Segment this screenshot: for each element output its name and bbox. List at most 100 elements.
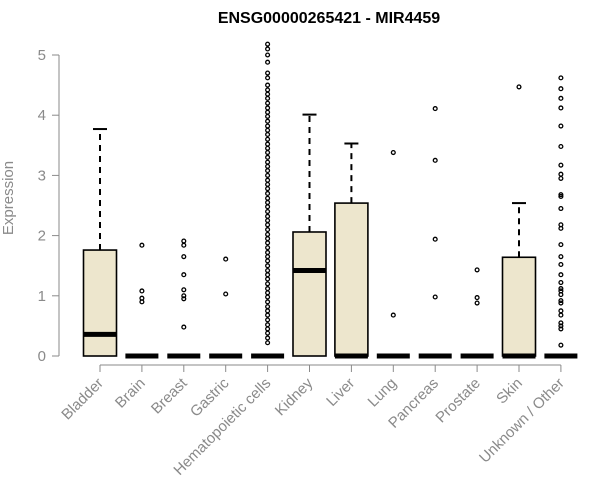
- outlier-point: [181, 272, 187, 278]
- outlier-point: [558, 300, 564, 306]
- box-group: [167, 238, 201, 359]
- outlier-point: [265, 267, 271, 274]
- outlier-point: [265, 127, 271, 133]
- outlier-point: [265, 245, 271, 251]
- outlier-point: [558, 292, 564, 298]
- outlier-point: [265, 91, 271, 97]
- box-group: [376, 149, 410, 359]
- outlier-point: [432, 236, 438, 242]
- x-tick-label: Skin: [493, 375, 526, 408]
- outlier-point: [558, 326, 564, 332]
- outlier-point: [265, 177, 271, 183]
- x-tick-label: Kidney: [272, 374, 317, 419]
- x-tick-label: Brain: [112, 375, 149, 412]
- chart-title: ENSG00000265421 - MIR4459: [218, 10, 440, 27]
- outlier-point: [558, 242, 564, 248]
- outlier-point: [265, 118, 271, 124]
- outlier-point: [558, 75, 564, 81]
- outlier-point: [265, 46, 271, 52]
- x-tick-label: Prostate: [432, 375, 484, 427]
- box-rect: [82, 249, 118, 357]
- box-group: [82, 128, 118, 357]
- outlier-point: [265, 154, 271, 160]
- outlier-point: [558, 272, 564, 278]
- outlier-point: [265, 123, 271, 129]
- outlier-point: [474, 267, 480, 273]
- y-tick-label: 0: [38, 348, 46, 365]
- outlier-point: [516, 84, 522, 90]
- outlier-point: [265, 149, 271, 156]
- outlier-point: [558, 175, 564, 181]
- outlier-point: [181, 293, 187, 299]
- box-rect: [334, 202, 369, 357]
- outlier-point: [558, 261, 564, 268]
- outlier-point: [558, 86, 564, 92]
- outlier-point: [558, 308, 564, 314]
- outlier-point: [265, 131, 271, 138]
- outlier-point: [558, 193, 564, 200]
- outlier-point: [265, 222, 271, 228]
- x-tick-label: Bladder: [58, 375, 107, 424]
- box-group: [334, 142, 369, 359]
- outlier-point: [139, 299, 145, 305]
- outlier-point: [265, 317, 271, 323]
- outlier-point: [265, 299, 271, 305]
- y-tick-label: 3: [38, 167, 46, 184]
- outlier-point: [558, 298, 564, 304]
- outlier-point: [265, 276, 271, 282]
- outlier-point: [223, 256, 229, 262]
- outlier-point: [181, 238, 187, 244]
- outlier-point: [265, 240, 271, 246]
- outlier-point: [265, 59, 271, 65]
- outlier-point: [265, 186, 271, 192]
- outlier-point: [265, 159, 271, 165]
- outlier-point: [265, 105, 271, 111]
- outlier-point: [265, 218, 271, 224]
- outlier-point: [265, 326, 271, 332]
- outlier-point: [432, 106, 438, 112]
- outlier-point: [558, 192, 564, 198]
- outlier-point: [474, 295, 480, 301]
- outlier-point: [265, 330, 271, 336]
- outlier-point: [265, 263, 271, 269]
- outlier-point: [265, 168, 271, 174]
- y-tick-label: 5: [38, 47, 46, 64]
- outlier-point: [265, 75, 271, 81]
- box-group: [501, 84, 537, 359]
- outlier-point: [265, 231, 271, 237]
- outlier-point: [265, 195, 271, 201]
- outlier-point: [181, 324, 187, 330]
- outlier-point: [265, 113, 271, 119]
- y-tick-label: 1: [38, 288, 46, 305]
- outlier-point: [265, 272, 271, 278]
- outlier-point: [265, 70, 271, 76]
- x-tick-label: Lung: [365, 375, 401, 411]
- outlier-point: [265, 208, 271, 215]
- y-tick-label: 4: [38, 107, 46, 124]
- outlier-point: [265, 294, 271, 300]
- outlier-point: [474, 300, 480, 306]
- outlier-point: [558, 123, 564, 129]
- outlier-point: [432, 294, 438, 300]
- outlier-point: [265, 236, 271, 242]
- outlier-point: [432, 157, 438, 163]
- outlier-point: [265, 163, 271, 169]
- outlier-point: [558, 286, 564, 292]
- outlier-point: [265, 249, 271, 256]
- outlier-point: [558, 105, 564, 111]
- outlier-point: [265, 87, 271, 93]
- outlier-point: [265, 254, 271, 260]
- outlier-point: [265, 340, 271, 346]
- outlier-point: [265, 281, 271, 287]
- outlier-point: [558, 143, 564, 150]
- x-tick-label: Breast: [148, 374, 191, 417]
- outlier-point: [390, 149, 396, 156]
- x-tick-label: Liver: [323, 375, 358, 410]
- outlier-point: [265, 141, 271, 147]
- outlier-point: [265, 290, 271, 296]
- box-group: [292, 113, 327, 357]
- outlier-point: [558, 254, 564, 260]
- box-group: [209, 256, 243, 359]
- y-axis-label: Expression: [0, 161, 17, 235]
- outlier-point: [265, 258, 271, 264]
